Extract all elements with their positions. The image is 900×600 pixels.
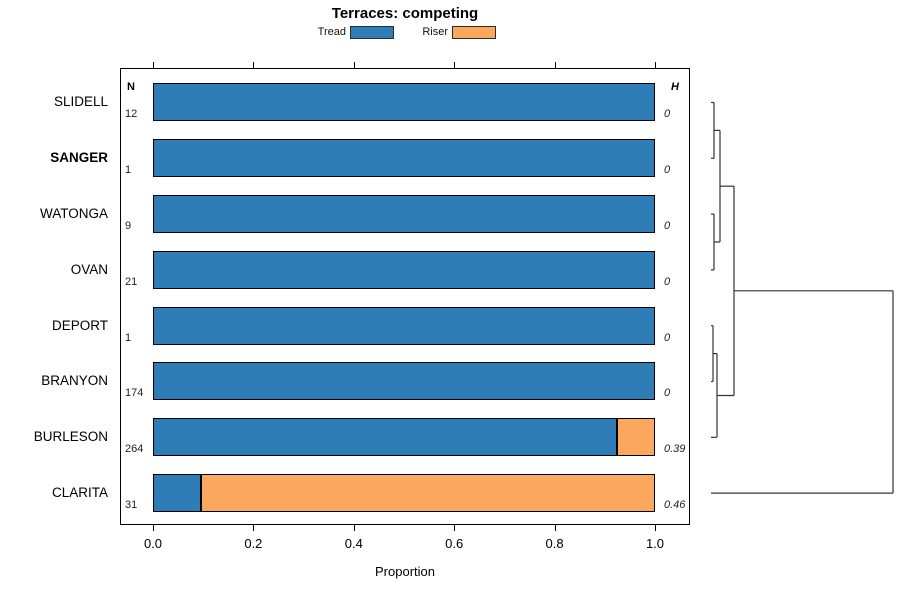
h-value: 0 — [664, 164, 671, 177]
x-axis-tick-label: 0.0 — [143, 536, 163, 551]
h-value: 0 — [664, 387, 671, 400]
row-label: SLIDELL — [53, 94, 108, 110]
legend-label-tread: Tread — [317, 26, 346, 38]
bar-segment-riser — [200, 473, 655, 512]
row-label: OVAN — [70, 261, 108, 277]
chart-title: Terraces: competing — [331, 5, 479, 22]
x-axis-tick-bottom — [153, 525, 154, 531]
x-axis-label: Proportion — [375, 564, 435, 579]
n-value: 1 — [125, 164, 132, 177]
bar-row — [153, 139, 655, 178]
bar-row — [153, 83, 655, 122]
legend-swatch-riser — [452, 26, 496, 39]
bar-row — [153, 473, 655, 512]
bar-segment-tread — [153, 418, 618, 457]
n-value: 1 — [125, 331, 132, 344]
bar-segment-tread — [153, 306, 655, 345]
x-axis-tick-top — [253, 62, 255, 68]
x-axis-tick-bottom — [253, 525, 255, 531]
n-value: 9 — [125, 219, 132, 232]
n-value: 174 — [125, 387, 144, 400]
bar-segment-tread — [153, 139, 655, 178]
row-label: CLARITA — [51, 484, 108, 500]
x-axis-tick-top — [655, 62, 656, 68]
x-axis-tick-label: 0.8 — [545, 536, 564, 551]
n-value: 12 — [125, 108, 138, 121]
bar-row — [153, 250, 655, 289]
row-label: SANGER — [50, 150, 108, 166]
h-value: 0.39 — [664, 443, 686, 456]
bar-row — [153, 194, 655, 233]
row-label: BURLESON — [33, 429, 108, 445]
h-value: 0 — [664, 331, 671, 344]
column-header-n: N — [127, 81, 135, 93]
x-axis-tick-top — [153, 62, 154, 68]
plot-area — [120, 68, 690, 525]
x-axis-tick-label: 0.2 — [244, 536, 263, 551]
x-axis-tick-top — [353, 62, 355, 68]
h-value: 0 — [664, 275, 671, 288]
h-value: 0 — [664, 219, 671, 232]
n-value: 31 — [125, 498, 138, 511]
bar-segment-tread — [153, 473, 201, 512]
x-axis-tick-label: 1.0 — [645, 536, 665, 551]
bar-segment-tread — [153, 83, 655, 122]
x-axis-tick-top — [454, 62, 456, 68]
row-label: WATONGA — [39, 205, 108, 221]
x-axis-tick-label: 0.4 — [344, 536, 363, 551]
x-axis-tick-bottom — [353, 525, 355, 531]
legend-swatch-tread — [350, 26, 394, 39]
n-value: 21 — [125, 275, 138, 288]
bar-row — [153, 306, 655, 345]
column-header-h: H — [671, 81, 679, 93]
bar-segment-riser — [617, 418, 655, 457]
x-axis-tick-label: 0.6 — [445, 536, 464, 551]
row-label: DEPORT — [51, 317, 108, 333]
h-value: 0.46 — [664, 498, 686, 511]
x-axis-tick-bottom — [454, 525, 456, 531]
row-label: BRANYON — [41, 373, 108, 389]
legend-label-riser: Riser — [422, 26, 448, 38]
bar-segment-tread — [153, 250, 655, 289]
x-axis-tick-top — [554, 62, 556, 68]
x-axis-tick-bottom — [554, 525, 556, 531]
h-value: 0 — [664, 108, 671, 121]
bar-segment-tread — [153, 362, 655, 401]
bar-segment-tread — [153, 194, 655, 233]
bar-row — [153, 362, 655, 401]
bar-row — [153, 418, 655, 457]
x-axis-tick-bottom — [655, 525, 656, 531]
n-value: 264 — [125, 443, 144, 456]
